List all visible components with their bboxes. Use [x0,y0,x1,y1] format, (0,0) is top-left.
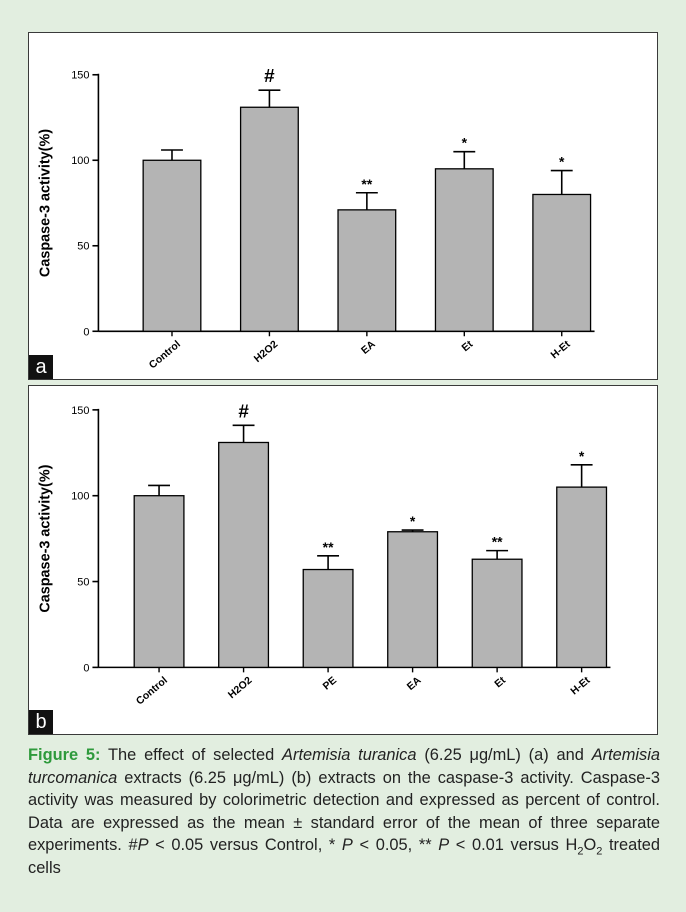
bar [387,531,439,669]
caption-text: treated cells [28,836,661,877]
caption-text: (6.25 μg/mL) (a) and [416,746,592,764]
bar [142,159,202,332]
bar [218,441,270,669]
significance-label: ** [323,539,334,555]
caption-text: O [583,836,597,854]
caption-subscript: 2 [596,845,603,858]
y-tick-label: 50 [77,577,89,589]
caption-species-a: Artemisia turanica [282,746,417,764]
caption-text: < 0.05, ** [352,836,439,854]
bar-chart-b: 0 50 100 150 Caspase-3 activity(%) Control # H2… [38,401,611,707]
x-tick-label: H2O2 [226,675,254,701]
caption-subscript: 2 [577,845,584,858]
y-axis-title: Caspase-3 activity(%) [38,129,54,277]
x-tick-label: Et [493,675,508,690]
significance-label: * [410,513,416,529]
caption-text: < 0.05 versus Control, * [148,836,342,854]
significance-label: # [238,401,249,422]
bar [337,209,397,332]
bar [532,193,592,332]
y-tick-label: 0 [83,662,89,674]
x-tick-label: PE [321,675,339,692]
significance-label: * [579,448,585,464]
bar [239,106,299,332]
caption-text: extracts (6.25 μg/mL) (b) extracts on th… [28,768,660,855]
figure-label: Figure 5: [28,746,101,764]
chart-panel-b: 0 50 100 150 Caspase-3 activity(%) Control # H2… [28,385,658,735]
caption-text: < 0.01 versus H [449,836,578,854]
figure-caption: Figure 5: The effect of selected Artemis… [28,744,660,879]
bar [302,568,354,669]
caption-p: P [137,836,149,854]
caption-p: P [341,836,353,854]
x-tick-label: EA [360,339,379,357]
chart-panel-a: 0 50 100 150 Caspase-3 activity(%) Control # H2… [28,32,658,380]
significance-label: ** [361,176,372,192]
bar-chart-a: 0 50 100 150 Caspase-3 activity(%) Control # H2… [38,66,595,371]
y-tick-label: 150 [71,70,89,82]
y-tick-label: 50 [77,241,89,253]
x-tick-label: EA [405,675,424,693]
significance-label: ** [492,534,503,550]
y-tick-label: 150 [71,405,89,417]
y-tick-label: 0 [83,326,89,338]
bar [434,168,494,332]
caption-species-b: Artemisia turcomanica [28,746,660,787]
y-axis-title: Caspase-3 activity(%) [38,464,54,612]
bar [556,486,608,669]
panel-label-b: b [29,710,53,734]
bar [471,558,523,669]
x-tick-label: H2O2 [252,339,280,365]
significance-label: # [264,66,275,87]
panel-label-a: a [29,355,53,379]
x-tick-label: Control [147,339,183,371]
x-tick-label: Et [460,339,475,354]
y-tick-label: 100 [71,491,89,503]
x-tick-label: H-Et [549,339,573,362]
significance-label: * [462,135,468,151]
significance-label: * [559,154,565,170]
x-tick-label: Control [134,675,170,707]
x-tick-label: H-Et [569,675,593,698]
y-tick-label: 100 [71,155,89,167]
caption-p: P [438,836,450,854]
bar [133,495,185,669]
caption-text: The effect of selected [100,746,283,764]
